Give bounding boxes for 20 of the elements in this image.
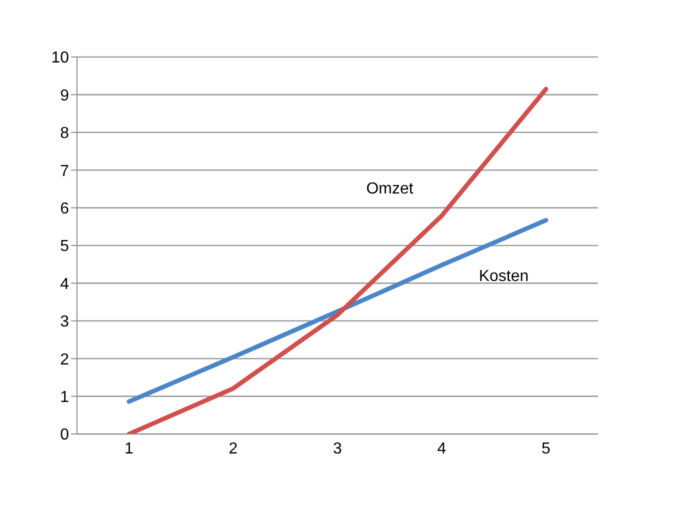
- x-tick-label: 3: [333, 440, 342, 458]
- x-tick-label: 1: [124, 440, 134, 458]
- y-tick-label: 3: [60, 314, 70, 331]
- y-tick-label: 7: [60, 162, 70, 180]
- x-tick-label: 2: [228, 440, 238, 458]
- y-tick-label: 8: [60, 125, 70, 142]
- text: Omzet: [366, 180, 414, 198]
- y-tick-label: 5: [60, 238, 70, 256]
- y-tick-label: 2: [60, 351, 70, 368]
- x-tick-label: 5: [542, 440, 551, 458]
- y-tick-label: 4: [60, 276, 70, 293]
- y-tick-label: 10: [51, 50, 70, 67]
- line-series: [126, 218, 548, 404]
- y-tick-label: 1: [60, 388, 70, 406]
- y-tick-label: 9: [60, 87, 70, 104]
- series-label: Kosten: [478, 268, 529, 286]
- line-series: [126, 86, 548, 434]
- x-tick-label: 4: [437, 440, 446, 458]
- y-tick-label: 0: [60, 426, 70, 444]
- y-tick-label: 6: [60, 200, 70, 218]
